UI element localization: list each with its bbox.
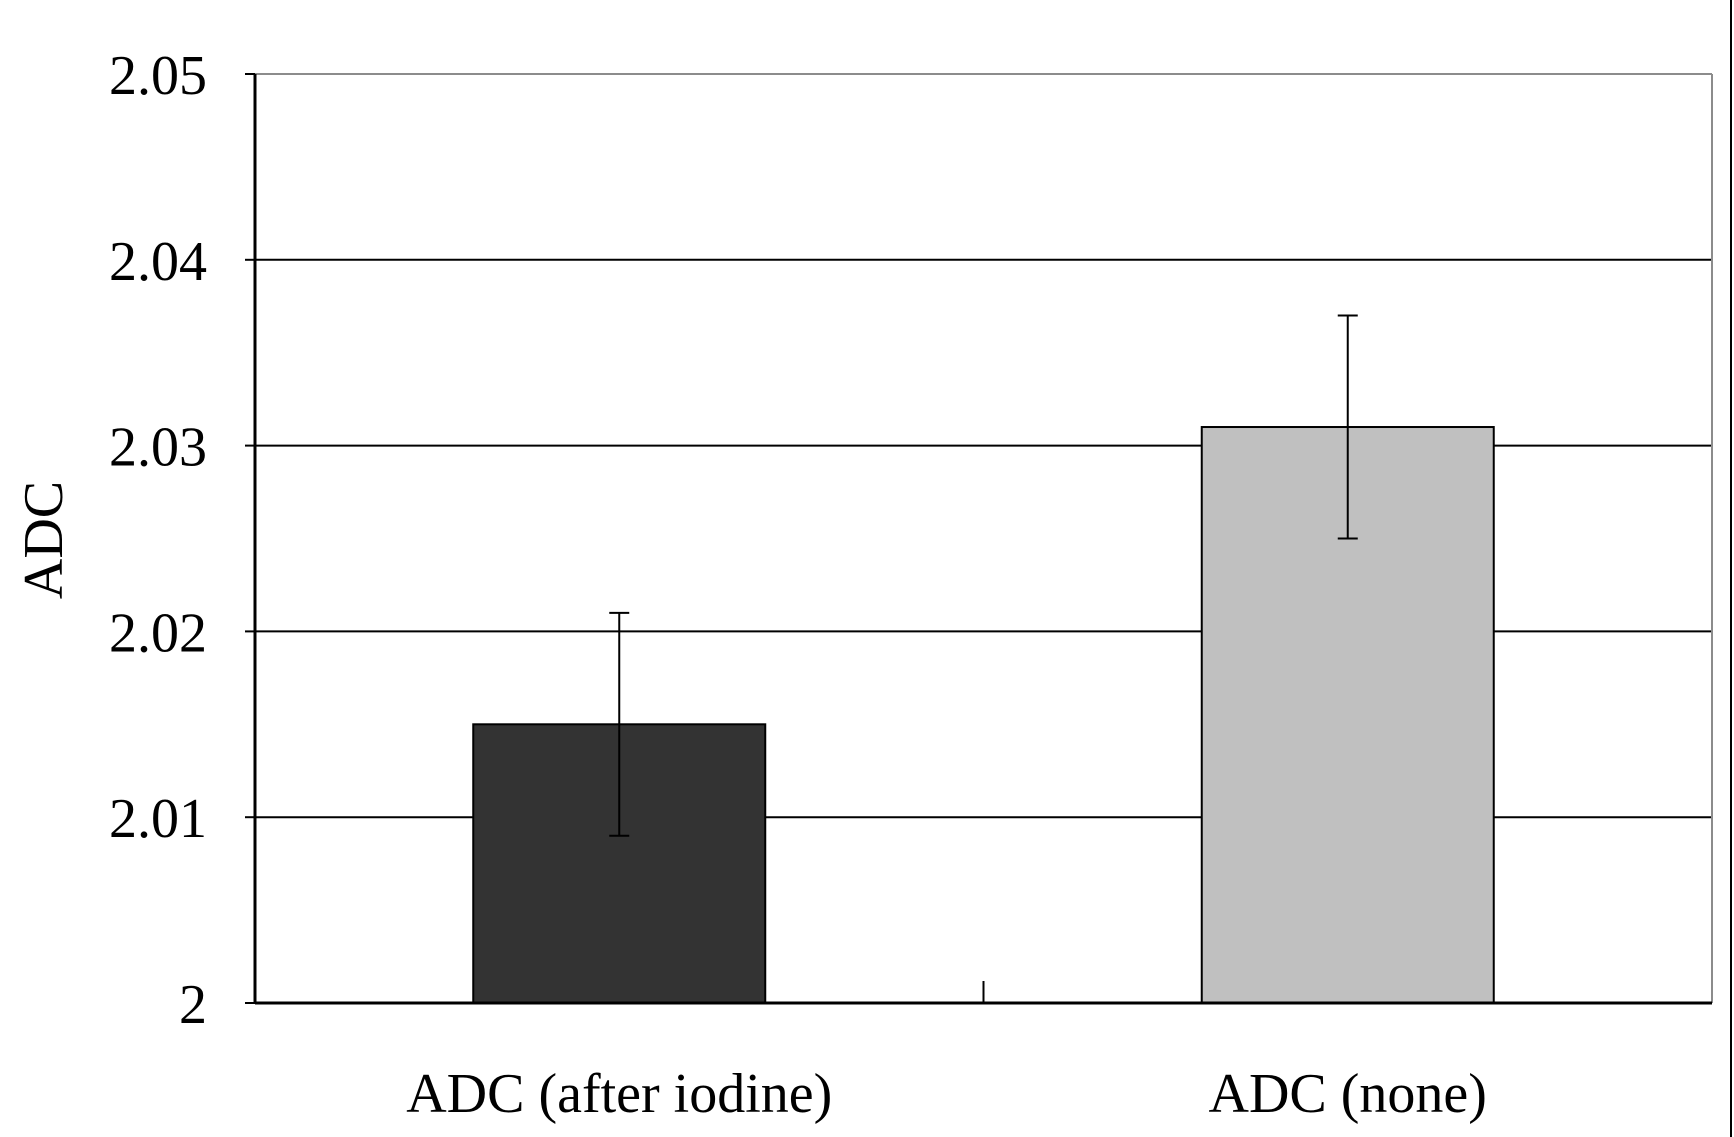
y-tick-label: 2.03	[109, 417, 207, 479]
x-category-label: ADC (none)	[1209, 1063, 1487, 1125]
error-bars	[609, 314, 1358, 837]
y-tick-label: 2.01	[109, 788, 207, 850]
y-axis-title: ADC	[13, 481, 75, 599]
y-tick-labels: 2 2.01 2.02 2.03 2.04 2.05	[109, 45, 207, 1036]
y-tick-label: 2	[179, 974, 207, 1036]
y-tick-label: 2.04	[109, 231, 207, 293]
x-category-labels: ADC (after iodine) ADC (none)	[406, 1063, 1487, 1125]
x-category-label: ADC (after iodine)	[406, 1063, 832, 1125]
y-tick-label: 2.02	[109, 602, 207, 664]
axes	[253, 0, 1732, 1137]
y-tick-label: 2.05	[109, 45, 207, 107]
